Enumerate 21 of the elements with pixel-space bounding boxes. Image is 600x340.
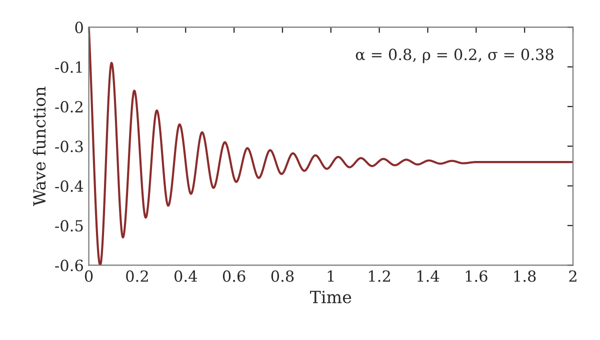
x-tick-label: 1.6 bbox=[466, 270, 488, 282]
y-tick-label: -0.1 bbox=[55, 61, 82, 73]
x-tick-label: 0.8 bbox=[271, 270, 294, 282]
x-tick-label: 1.4 bbox=[417, 270, 440, 282]
x-tick-label: 0.4 bbox=[174, 270, 198, 282]
annotation: α = 0.8, ρ = 0.2, σ = 0.38 bbox=[356, 48, 554, 64]
y-tick-label: -0.5 bbox=[55, 220, 83, 232]
x-axis-title: Time bbox=[310, 290, 352, 304]
y-tick-label: -0.4 bbox=[55, 180, 84, 192]
x-tick-label: 0.2 bbox=[126, 270, 148, 282]
y-tick-label: -0.2 bbox=[55, 101, 82, 113]
x-tick-label: 1.2 bbox=[369, 270, 390, 282]
x-tick-label: 1 bbox=[328, 270, 334, 282]
x-tick-label: 2 bbox=[569, 270, 576, 282]
y-tick-label: 0 bbox=[75, 22, 83, 34]
x-tick-label: 0.6 bbox=[222, 270, 246, 282]
x-tick-label: 1.8 bbox=[514, 270, 536, 282]
y-tick-label: -0.6 bbox=[55, 260, 83, 272]
x-tick-label: 0 bbox=[84, 270, 93, 282]
y-tick-label: -0.3 bbox=[55, 140, 83, 152]
y-axis-title: Wave function bbox=[32, 86, 46, 206]
